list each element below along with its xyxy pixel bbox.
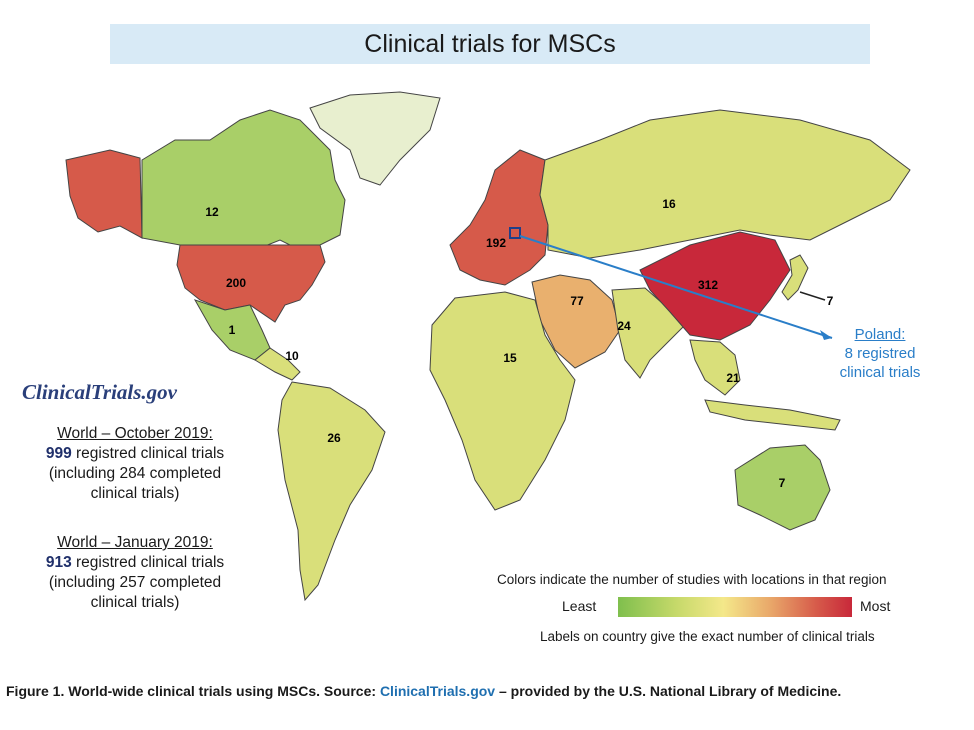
region-alaska: [65, 149, 143, 239]
label-canada: 12: [205, 205, 219, 219]
region-africa: [429, 291, 576, 511]
region-japan: [781, 254, 809, 301]
label-southeast-asia: 21: [726, 371, 740, 385]
region-europe: [449, 149, 549, 286]
region-indonesia: [704, 399, 841, 431]
region-greenland: [309, 91, 441, 186]
poland-marker: [509, 227, 521, 239]
jan-line1: 913 registred clinical trials: [0, 553, 270, 573]
caption-suffix: – provided by the U.S. National Library …: [495, 683, 842, 699]
label-south-asia: 24: [617, 319, 631, 333]
poland-callout: Poland: 8 registred clinical trials: [820, 325, 940, 382]
poland-callout-arrow: [820, 330, 832, 340]
label-russia: 16: [662, 197, 676, 211]
legend-least-label: Least: [562, 598, 597, 614]
caption-prefix: Figure 1. World-wide clinical trials usi…: [6, 683, 380, 699]
region-australia: [734, 444, 831, 531]
oct-line1: 999 registred clinical trials: [0, 444, 270, 464]
world-october-2019-block: World – October 2019: 999 registred clin…: [0, 424, 270, 504]
legend-title: Colors indicate the number of studies wi…: [497, 572, 887, 587]
chart-title-box: Clinical trials for MSCs: [110, 24, 870, 64]
oct-line1-rest: registred clinical trials: [71, 445, 225, 462]
label-europe: 192: [486, 236, 506, 250]
label-south-america: 26: [327, 431, 341, 445]
poland-callout-line: [519, 235, 833, 339]
label-africa: 15: [503, 351, 517, 365]
jan-line2: (including 257 completed: [48, 574, 222, 591]
poland-callout-count: 8 registred: [844, 345, 916, 362]
chart-title: Clinical trials for MSCs: [364, 29, 616, 58]
label-mexico: 1: [229, 323, 236, 337]
poland-callout-text: clinical trials: [839, 364, 921, 381]
region-middle-east: [531, 274, 621, 369]
oct-heading: World – October 2019:: [57, 425, 213, 442]
legend-color-scale: [618, 597, 852, 617]
world-january-2019-block: World – January 2019: 913 registred clin…: [0, 533, 270, 613]
poland-callout-name: Poland:: [854, 326, 906, 343]
label-middle-east: 77: [570, 294, 584, 308]
label-australia: 7: [779, 476, 786, 490]
clinicaltrials-brand: ClinicalTrials.gov: [22, 380, 177, 404]
legend-note: Labels on country give the exact number …: [540, 629, 875, 644]
jan-heading: World – January 2019:: [57, 534, 213, 551]
caption-source-link[interactable]: ClinicalTrials.gov: [379, 683, 496, 699]
region-usa: [176, 244, 326, 323]
label-usa: 200: [226, 276, 246, 290]
oct-line2: (including 284 completed: [48, 465, 222, 482]
figure-caption: Figure 1. World-wide clinical trials usi…: [6, 683, 841, 699]
region-south-america: [277, 381, 386, 602]
label-china: 312: [698, 278, 718, 292]
region-southeast-asia: [689, 339, 741, 396]
oct-count: 999: [45, 445, 72, 462]
jan-count: 913: [45, 554, 72, 571]
region-russia: [539, 109, 911, 259]
label-japan: 7: [827, 294, 834, 308]
jan-line3: clinical trials): [90, 594, 180, 611]
region-central-america: [254, 347, 301, 381]
legend-most-label: Most: [860, 598, 891, 614]
japan-leader-line: [799, 291, 826, 301]
label-central-america: 10: [285, 349, 299, 363]
oct-line3: clinical trials): [90, 485, 180, 502]
region-canada: [141, 109, 346, 251]
jan-line1-rest: registred clinical trials: [71, 554, 225, 571]
